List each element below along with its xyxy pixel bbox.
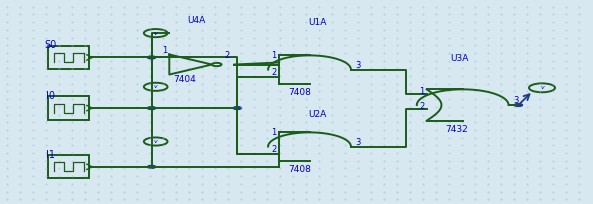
Text: U1A: U1A (308, 18, 326, 27)
Text: 7432: 7432 (445, 125, 468, 134)
Circle shape (148, 165, 156, 168)
Text: 1: 1 (419, 87, 424, 96)
Circle shape (233, 107, 241, 110)
Bar (48, 96, 90, 120)
Bar (48, 155, 90, 178)
Text: 7408: 7408 (288, 165, 311, 174)
Text: 1: 1 (271, 129, 276, 137)
Circle shape (148, 56, 156, 59)
Text: 7404: 7404 (173, 75, 196, 84)
Text: U2A: U2A (308, 110, 326, 119)
Circle shape (148, 107, 156, 110)
Text: v: v (154, 84, 158, 89)
Text: 3: 3 (356, 137, 361, 146)
Text: 3: 3 (356, 61, 361, 70)
Text: 1: 1 (162, 46, 167, 55)
Bar (48, 46, 90, 69)
Text: 2: 2 (419, 102, 424, 111)
Text: 2: 2 (271, 68, 276, 77)
Text: v: v (154, 139, 158, 144)
Text: 1: 1 (271, 51, 276, 60)
Text: S0: S0 (45, 40, 57, 50)
Text: I1: I1 (46, 150, 56, 160)
Circle shape (514, 104, 522, 106)
Text: U3A: U3A (450, 54, 468, 63)
Text: v: v (154, 31, 158, 36)
Text: U4A: U4A (187, 16, 205, 25)
Text: 7408: 7408 (288, 88, 311, 97)
Text: 2: 2 (224, 51, 229, 60)
Text: 3: 3 (514, 96, 519, 105)
Text: I0: I0 (46, 91, 56, 101)
Text: 2: 2 (271, 145, 276, 154)
Text: v: v (540, 85, 544, 90)
